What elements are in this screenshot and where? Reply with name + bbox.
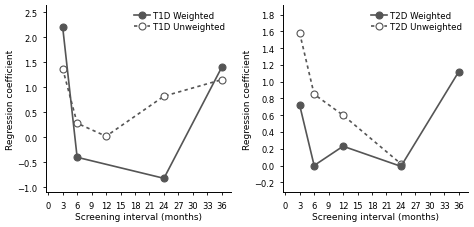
T2D Weighted: [311, 164, 317, 167]
T2D Weighted: [456, 71, 462, 74]
Legend: T2D Weighted, T2D Unweighted: T2D Weighted, T2D Unweighted: [370, 10, 464, 34]
Line: T2D Unweighted: T2D Unweighted: [296, 30, 404, 168]
Y-axis label: Regression coefficient: Regression coefficient: [243, 49, 252, 149]
T1D Weighted: [60, 27, 65, 29]
Line: T1D Unweighted: T1D Unweighted: [59, 66, 225, 140]
T2D Unweighted: [297, 32, 302, 35]
T2D Weighted: [398, 165, 404, 168]
T1D Unweighted: [60, 68, 65, 71]
T1D Weighted: [161, 177, 167, 180]
T1D Unweighted: [103, 135, 109, 138]
T2D Unweighted: [398, 163, 404, 165]
T1D Weighted: [74, 156, 80, 159]
T1D Unweighted: [219, 79, 225, 82]
X-axis label: Screening interval (months): Screening interval (months): [75, 212, 202, 222]
Line: T2D Weighted: T2D Weighted: [296, 69, 462, 170]
T2D Unweighted: [311, 94, 317, 96]
T2D Weighted: [297, 104, 302, 107]
T1D Weighted: [219, 67, 225, 69]
Line: T1D Weighted: T1D Weighted: [59, 25, 225, 182]
X-axis label: Screening interval (months): Screening interval (months): [312, 212, 439, 222]
T1D Unweighted: [74, 122, 80, 125]
T2D Weighted: [340, 145, 346, 148]
Legend: T1D Weighted, T1D Unweighted: T1D Weighted, T1D Unweighted: [133, 10, 227, 34]
T2D Unweighted: [340, 114, 346, 117]
Y-axis label: Regression coefficient: Regression coefficient: [6, 49, 15, 149]
T1D Unweighted: [161, 95, 167, 98]
